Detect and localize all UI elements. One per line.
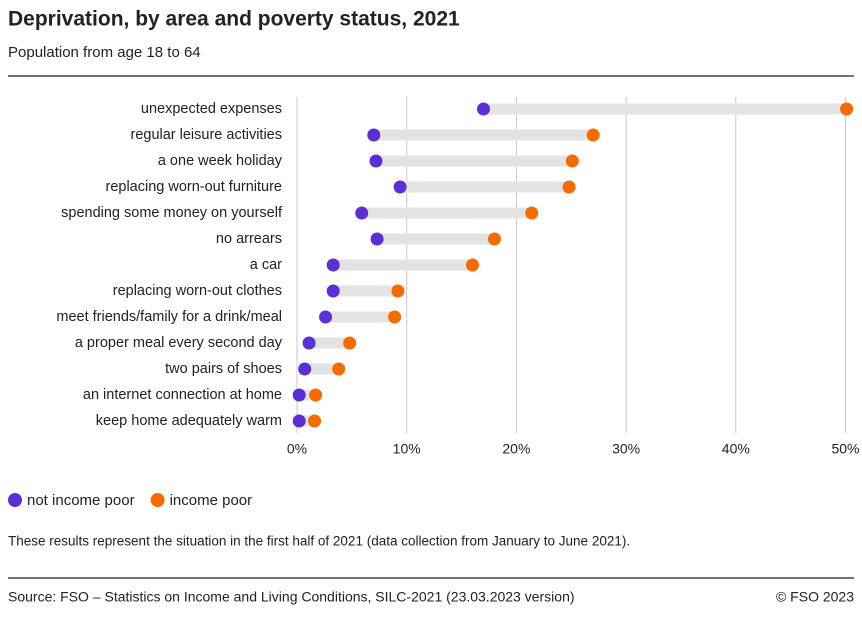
y-tick-label: spending some money on yourself [61, 205, 283, 221]
y-tick-label: keep home adequately warm [96, 413, 282, 429]
copyright: © FSO 2023 [776, 589, 854, 605]
legend-label: not income poor [27, 492, 135, 509]
dot [343, 336, 357, 350]
dot [487, 232, 501, 246]
y-tick-label: regular leisure activities [130, 127, 282, 143]
dot [292, 388, 306, 402]
y-tick-label: no arrears [216, 231, 282, 247]
dot [326, 284, 340, 298]
x-tick-label: 30% [612, 441, 640, 457]
dot [332, 362, 346, 376]
dot [565, 154, 579, 168]
dot [308, 414, 322, 428]
dot [388, 310, 402, 324]
y-tick-label: replacing worn-out clothes [113, 283, 282, 299]
y-tick-label: replacing worn-out furniture [105, 179, 282, 195]
dot [302, 336, 316, 350]
dot [525, 206, 539, 220]
note: These results represent the situation in… [8, 534, 630, 549]
dot [391, 284, 405, 298]
x-tick-label: 20% [502, 441, 530, 457]
dot [466, 258, 480, 272]
x-tick-label: 0% [287, 441, 307, 457]
dot [355, 206, 369, 220]
chart-subtitle: Population from age 18 to 64 [8, 44, 201, 61]
y-tick-label: a proper meal every second day [75, 335, 283, 351]
dot [393, 180, 407, 194]
y-tick-label: two pairs of shoes [165, 361, 282, 377]
y-tick-label: a car [250, 257, 282, 273]
legend-label: income poor [170, 492, 253, 509]
dot [367, 128, 381, 142]
dot [292, 414, 306, 428]
x-tick-label: 40% [722, 441, 750, 457]
chart-title: Deprivation, by area and poverty status,… [8, 8, 460, 31]
dot [370, 232, 384, 246]
y-tick-label: a one week holiday [158, 153, 283, 169]
dot [369, 154, 383, 168]
dot [298, 362, 312, 376]
legend-marker [150, 493, 165, 507]
y-tick-label: an internet connection at home [83, 387, 282, 403]
dot [586, 128, 600, 142]
dot [562, 180, 576, 194]
x-tick-label: 50% [831, 441, 859, 457]
dot [326, 258, 340, 272]
dot [476, 102, 490, 116]
y-tick-label: meet friends/family for a drink/meal [56, 309, 282, 325]
dot [840, 102, 854, 116]
y-tick-label: unexpected expenses [141, 101, 282, 117]
legend-marker [8, 493, 22, 507]
dot [309, 388, 323, 402]
dot [319, 310, 333, 324]
x-tick-label: 10% [393, 441, 421, 457]
source: Source: FSO – Statistics on Income and L… [8, 589, 575, 605]
